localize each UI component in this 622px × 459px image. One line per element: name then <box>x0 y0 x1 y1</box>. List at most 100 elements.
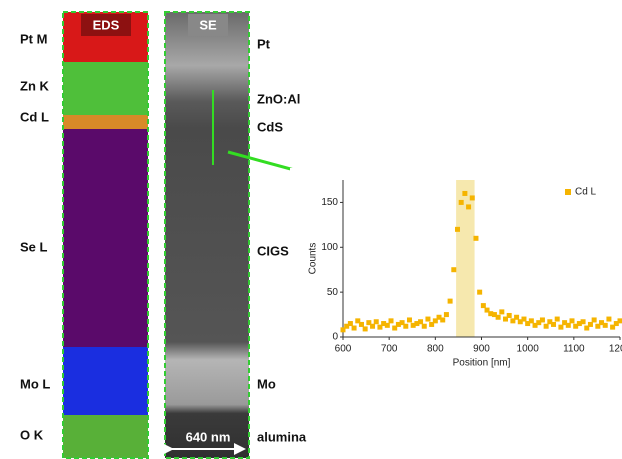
data-point <box>399 320 405 326</box>
layer-label: Pt <box>257 36 271 51</box>
data-point <box>617 318 622 324</box>
data-point <box>436 314 442 320</box>
data-point <box>358 321 364 327</box>
data-point <box>347 321 353 327</box>
data-point <box>373 319 379 325</box>
x-tick-label: 1200 <box>609 344 622 355</box>
data-point <box>558 324 564 330</box>
x-tick-label: 700 <box>381 344 398 355</box>
data-point <box>429 321 435 327</box>
data-point <box>506 312 512 318</box>
element-label: Mo L <box>20 376 50 391</box>
data-point <box>473 235 479 241</box>
data-point <box>355 318 361 324</box>
data-point <box>403 323 409 329</box>
x-tick-label: 1100 <box>563 344 585 355</box>
data-point <box>469 195 475 201</box>
data-point <box>351 325 357 331</box>
data-point <box>517 319 523 325</box>
data-point <box>499 309 505 315</box>
data-point <box>447 298 453 304</box>
data-point <box>340 327 346 333</box>
data-point <box>539 317 545 323</box>
data-point <box>440 317 446 323</box>
highlight-band <box>456 180 475 337</box>
data-point <box>503 316 509 322</box>
data-point <box>532 322 538 328</box>
data-point <box>510 318 516 324</box>
data-point <box>584 325 590 331</box>
data-point <box>599 320 605 326</box>
data-point <box>488 311 494 317</box>
layer-label: alumina <box>257 429 307 444</box>
data-point <box>381 321 387 327</box>
data-point <box>554 316 560 322</box>
data-point <box>480 303 486 309</box>
data-point <box>418 319 424 325</box>
data-point <box>569 318 575 324</box>
data-point <box>425 316 431 322</box>
inset-chart: 0 50 100 150 600 700 800 900 1000 1100 1200 Positio… <box>290 168 622 378</box>
data-point <box>562 320 568 326</box>
x-tick-label: 1000 <box>517 344 540 355</box>
data-point <box>580 319 586 325</box>
data-point <box>432 318 438 324</box>
y-tick-label: 0 <box>332 332 338 343</box>
data-point <box>454 226 460 232</box>
data-point <box>525 321 531 327</box>
scale-bar-label: 640 nm <box>186 429 231 444</box>
data-point <box>514 314 520 320</box>
data-point <box>451 267 457 273</box>
x-tick-label: 600 <box>335 344 352 355</box>
eds-title: EDS <box>93 17 120 32</box>
y-tick-label: 50 <box>327 287 339 298</box>
data-point <box>587 321 593 327</box>
data-point <box>547 319 553 325</box>
y-tick-label: 100 <box>321 242 338 253</box>
data-point <box>595 323 601 329</box>
layer-label: ZnO:Al <box>257 91 300 106</box>
data-point <box>421 323 427 329</box>
data-point <box>344 323 350 329</box>
data-point <box>573 323 579 329</box>
data-point <box>536 320 542 326</box>
element-label: Zn K <box>20 78 49 93</box>
data-point <box>484 307 490 313</box>
data-point <box>366 320 372 326</box>
data-point <box>606 316 612 322</box>
data-point <box>491 312 497 318</box>
data-point <box>370 323 376 329</box>
layer-label: Mo <box>257 376 276 391</box>
chart-background <box>290 168 622 378</box>
legend-label: Cd L <box>575 187 597 198</box>
data-point <box>521 316 527 322</box>
element-label: Se L <box>20 239 48 254</box>
data-point <box>528 318 534 324</box>
se-image <box>162 11 374 459</box>
legend-swatch <box>565 189 571 195</box>
se-title: SE <box>199 17 217 32</box>
data-point <box>395 321 401 327</box>
y-tick-label: 150 <box>321 197 338 208</box>
data-point <box>392 325 398 331</box>
eds-map <box>62 11 149 459</box>
data-point <box>462 190 468 196</box>
layer-label: CIGS <box>257 243 289 258</box>
element-label: Cd L <box>20 109 49 124</box>
data-point <box>565 322 571 328</box>
element-label: O K <box>20 427 44 442</box>
data-point <box>610 324 616 330</box>
data-point <box>384 322 390 328</box>
layer-label: CdS <box>257 119 283 134</box>
data-point <box>406 317 412 323</box>
y-axis-label: Counts <box>308 243 319 275</box>
data-point <box>388 318 394 324</box>
data-point <box>551 321 557 327</box>
data-point <box>602 322 608 328</box>
data-point <box>477 289 483 295</box>
data-point <box>613 321 619 327</box>
data-point <box>443 312 449 318</box>
data-point <box>576 321 582 327</box>
element-label: Pt M <box>20 31 47 46</box>
